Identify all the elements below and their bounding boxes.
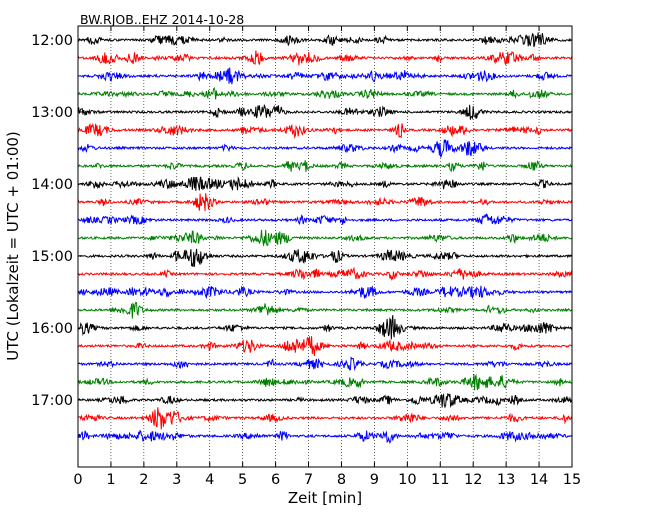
trace-1300 bbox=[77, 103, 573, 120]
y-tick-label: 12:00 bbox=[31, 33, 73, 49]
trace-1700 bbox=[77, 393, 573, 409]
trace-1245 bbox=[77, 87, 573, 100]
x-tick-label: 5 bbox=[238, 472, 247, 488]
x-tick-label: 14 bbox=[530, 472, 548, 488]
x-tick-label: 11 bbox=[431, 472, 449, 488]
trace-1330 bbox=[77, 139, 573, 158]
trace-1200 bbox=[77, 32, 573, 48]
x-tick-label: 1 bbox=[106, 472, 115, 488]
y-tick-label: 15:00 bbox=[31, 249, 73, 265]
trace-1345 bbox=[77, 159, 573, 173]
x-tick-label: 3 bbox=[172, 472, 181, 488]
trace-1500 bbox=[77, 248, 573, 267]
trace-1600 bbox=[77, 315, 573, 340]
trace-1630 bbox=[77, 355, 573, 371]
x-tick-label: 12 bbox=[464, 472, 482, 488]
trace-1215 bbox=[77, 50, 573, 66]
trace-1415 bbox=[77, 193, 573, 211]
y-tick-label: 13:00 bbox=[31, 105, 73, 121]
x-tick-label: 8 bbox=[337, 472, 346, 488]
trace-1530 bbox=[77, 285, 573, 300]
traces bbox=[77, 32, 573, 445]
trace-1315 bbox=[77, 123, 573, 140]
trace-1715 bbox=[77, 407, 573, 430]
x-axis: 0 1 2 3 4 5 6 7 8 9 10 11 12 13 14 15 bbox=[73, 26, 581, 488]
y-tick-label: 14:00 bbox=[31, 177, 73, 193]
trace-1545 bbox=[77, 301, 573, 319]
x-tick-label: 15 bbox=[563, 472, 581, 488]
y-axis-label: UTC (Lokalzeit = UTC + 01:00) bbox=[4, 131, 22, 361]
y-tick-label: 17:00 bbox=[31, 393, 73, 409]
x-tick-label: 4 bbox=[205, 472, 214, 488]
trace-1230 bbox=[77, 67, 573, 85]
x-tick-label: 10 bbox=[398, 472, 416, 488]
trace-1430 bbox=[77, 213, 573, 225]
trace-1730 bbox=[77, 429, 573, 445]
x-axis-label: Zeit [min] bbox=[288, 489, 362, 507]
y-tick-label: 16:00 bbox=[31, 321, 73, 337]
plot-frame bbox=[77, 25, 573, 468]
y-axis: 12:00 13:00 14:00 15:00 16:00 17:00 bbox=[31, 33, 572, 409]
trace-1615 bbox=[77, 336, 573, 357]
x-tick-label: 2 bbox=[139, 472, 148, 488]
chart-title: BW.RJOB..EHZ 2014-10-28 bbox=[80, 12, 244, 27]
x-tick-label: 13 bbox=[497, 472, 515, 488]
trace-1515 bbox=[77, 266, 573, 282]
trace-1400 bbox=[77, 176, 573, 192]
x-tick-label: 0 bbox=[73, 472, 82, 488]
x-tick-label: 7 bbox=[304, 472, 313, 488]
trace-1445 bbox=[77, 229, 573, 246]
x-tick-label: 9 bbox=[370, 472, 379, 488]
trace-1645 bbox=[77, 373, 573, 391]
x-tick-label: 6 bbox=[271, 472, 280, 488]
